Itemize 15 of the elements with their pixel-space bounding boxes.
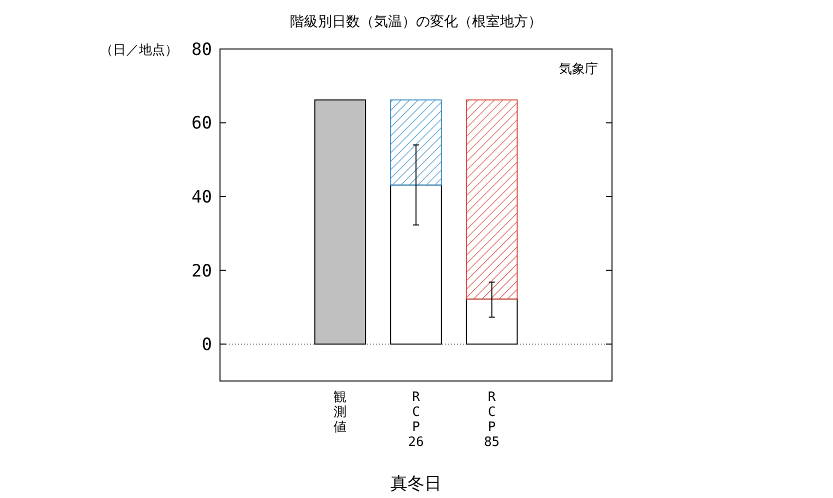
y-tick-label: 40 [192,188,212,208]
y-tick-label: 60 [192,114,212,134]
x-tick-label: RCP26 [408,390,424,450]
annotation: 気象庁 [559,61,598,77]
bar [466,99,518,300]
bar [390,99,442,186]
chart-title: 階級別日数（気温）の変化（根室地方） [290,14,542,30]
y-tick-label: 20 [192,261,212,282]
y-tick-label: 0 [202,335,212,356]
bar [314,99,366,345]
y-tick-label: 80 [192,40,212,60]
x-tick-label: 観測値 [334,390,347,435]
x-tick-label: RCP85 [484,390,500,450]
y-axis-title: （日／地点） [100,43,178,58]
x-axis-title: 真冬日 [390,474,442,494]
